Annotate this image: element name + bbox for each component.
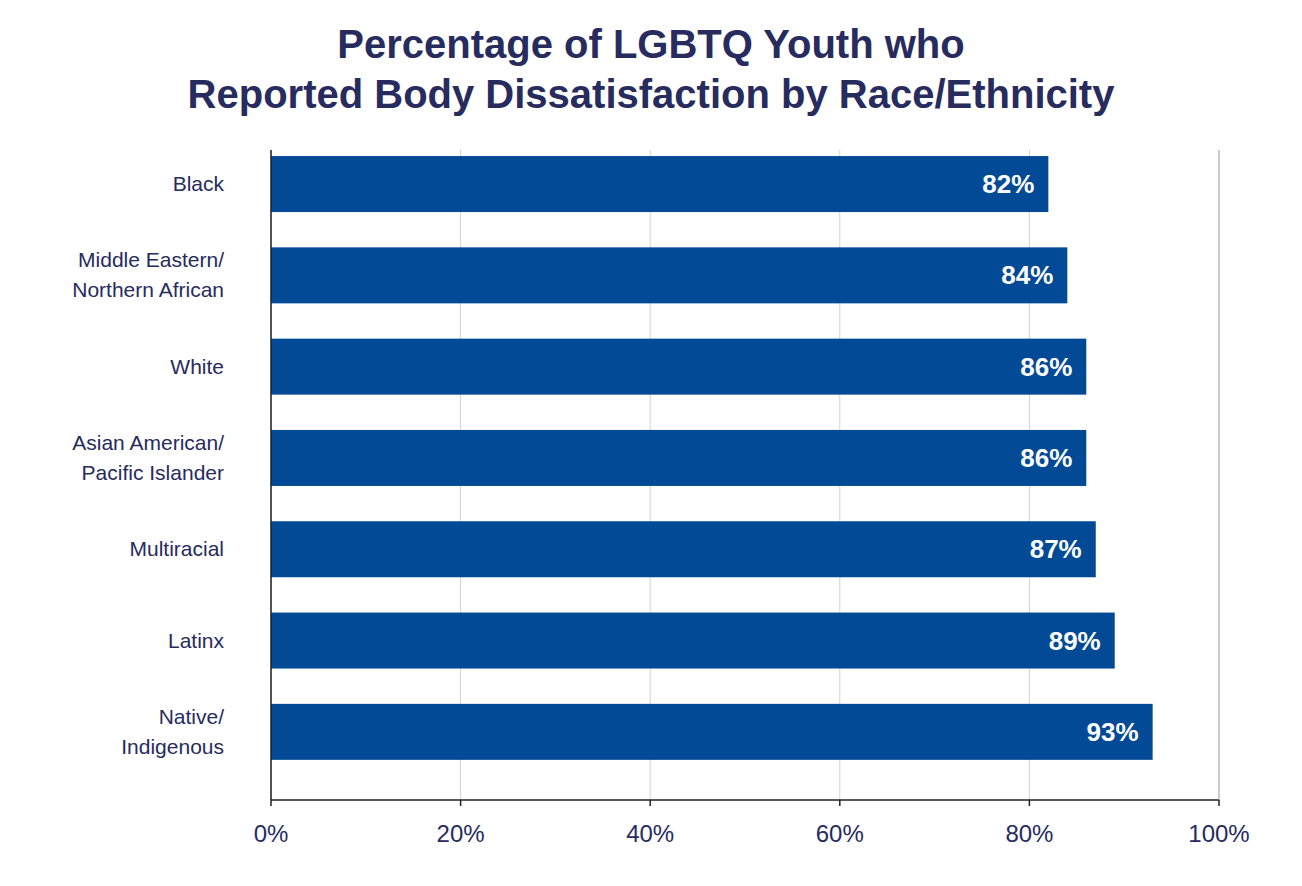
bar [271, 247, 1067, 303]
x-tick [1218, 800, 1220, 806]
grid-line [271, 150, 272, 800]
category-label: White [170, 355, 224, 378]
data-label: 87% [1030, 534, 1082, 564]
category-label: Multiracial [129, 537, 224, 560]
category-label-line: Northern African [72, 278, 224, 301]
data-label: 82% [982, 169, 1034, 199]
x-tick-label: 100% [1188, 820, 1249, 847]
x-tick-label: 60% [816, 820, 864, 847]
data-label: 89% [1049, 626, 1101, 656]
chart: Percentage of LGBTQ Youth who Reported Bo… [0, 0, 1302, 886]
category-label: Middle Eastern/Northern African [72, 248, 224, 301]
x-tick [460, 800, 462, 806]
category-label: Black [173, 172, 225, 195]
category-label-line: Asian American/ [72, 431, 224, 454]
x-tick-label: 0% [254, 820, 289, 847]
bar [271, 704, 1153, 760]
x-tick-label: 20% [437, 820, 485, 847]
x-tick [270, 800, 272, 806]
bar [271, 430, 1086, 486]
x-axis-line [271, 799, 1219, 801]
category-label-line: Latinx [168, 629, 225, 652]
x-tick [1029, 800, 1031, 806]
category-label: Latinx [168, 629, 225, 652]
data-label: 86% [1020, 352, 1072, 382]
title: Percentage of LGBTQ Youth who Reported Bo… [188, 22, 1116, 116]
category-labels: Black Middle Eastern/Northern African Whit… [72, 172, 224, 758]
bar [271, 156, 1048, 212]
category-label: Native/Indigenous [121, 705, 224, 758]
bar [271, 613, 1115, 669]
bar [271, 521, 1096, 577]
category-label-line: Multiracial [129, 537, 224, 560]
x-tick [839, 800, 841, 806]
x-tick-label: 80% [1005, 820, 1053, 847]
grid [271, 150, 1219, 800]
category-label: Asian American/Pacific Islander [72, 431, 224, 484]
category-label-line: Indigenous [121, 735, 224, 758]
data-label: 86% [1020, 443, 1072, 473]
title-line: Percentage of LGBTQ Youth who [337, 22, 964, 66]
y-axis-line [270, 150, 272, 800]
title-group: Percentage of LGBTQ Youth who Reported Bo… [188, 22, 1116, 116]
grid-line [1218, 150, 1220, 800]
category-label-line: Middle Eastern/ [78, 248, 224, 271]
x-tick [649, 800, 651, 806]
data-labels: 82% 84% 86% 86% 87% 89% 93% [982, 169, 1138, 747]
x-tick-label: 40% [626, 820, 674, 847]
category-label-line: Pacific Islander [82, 461, 224, 484]
category-label-line: Black [173, 172, 225, 195]
axes: 0% 20% 40% 60% 80% 100% [254, 150, 1250, 847]
bars [271, 156, 1153, 760]
bar [271, 339, 1086, 395]
data-label: 84% [1001, 260, 1053, 290]
category-label-line: Native/ [159, 705, 225, 728]
title-line: Reported Body Dissatisfaction by Race/Et… [188, 72, 1116, 116]
data-label: 93% [1087, 717, 1139, 747]
category-label-line: White [170, 355, 224, 378]
